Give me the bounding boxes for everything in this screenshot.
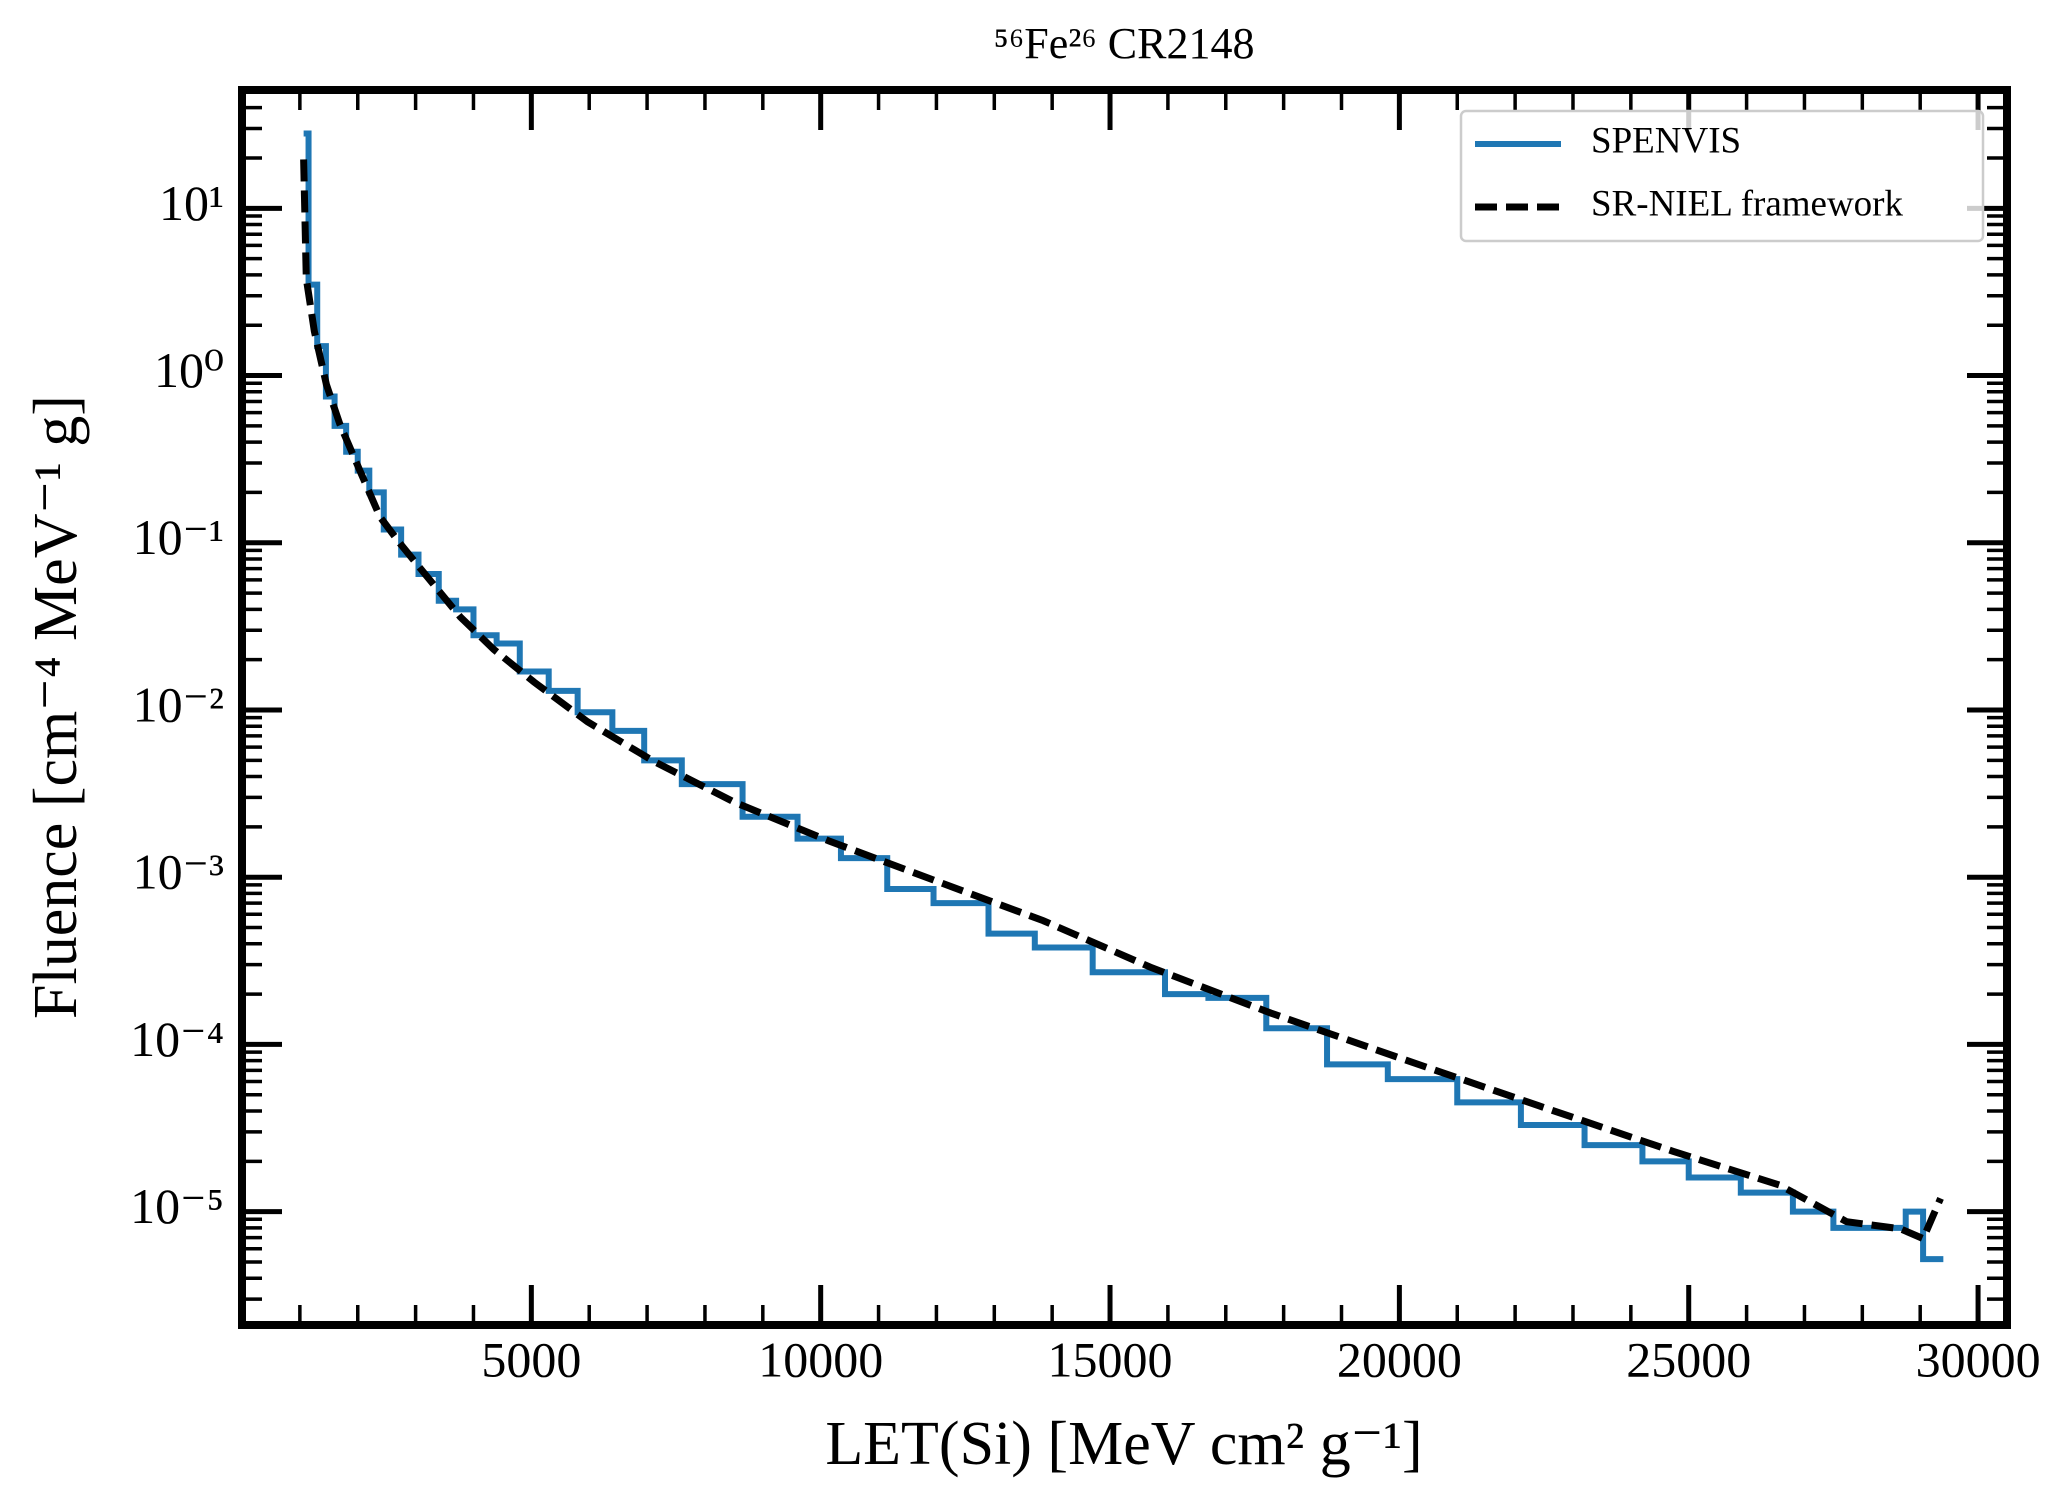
- series-line: [300, 159, 1944, 1244]
- y-tick-label: 10⁰: [154, 342, 224, 398]
- series-line: [303, 130, 1944, 1263]
- x-tick-label: 15000: [1048, 1331, 1173, 1387]
- x-tick-label: 30000: [1916, 1331, 2041, 1387]
- chart-title: ⁵⁶Fe²⁶ CR2148: [994, 19, 1255, 68]
- x-tick-label: 10000: [758, 1331, 883, 1387]
- legend-label: SR-NIEL framework: [1591, 183, 1904, 224]
- plot-area: [300, 130, 1944, 1263]
- y-tick-label: 10⁻⁵: [130, 1178, 224, 1234]
- axes: 5000 10000 15000 20000 25000 30000 10¹ 10⁰ 10⁻¹ 1…: [130, 86, 2041, 1387]
- x-tick-label: 5000: [481, 1331, 581, 1387]
- x-tick-label: 25000: [1626, 1331, 1751, 1387]
- y-tick-label: 10⁻²: [133, 676, 224, 732]
- axes-frame: [238, 86, 2011, 1329]
- x-tick-label: 20000: [1337, 1331, 1462, 1387]
- legend-label: SPENVIS: [1591, 120, 1741, 161]
- y-tick-label: 10⁻⁴: [130, 1011, 224, 1067]
- y-tick-label: 10⁻³: [133, 844, 224, 900]
- y-tick-label: 10¹: [159, 175, 224, 231]
- legend-box: [1459, 109, 1985, 243]
- x-axis-label: LET(Si) [MeV cm² g⁻¹]: [825, 1410, 1422, 1478]
- y-axis-label: Fluence [cm⁻⁴ MeV⁻¹ g]: [22, 395, 90, 1019]
- y-tick-label: 10⁻¹: [133, 509, 224, 565]
